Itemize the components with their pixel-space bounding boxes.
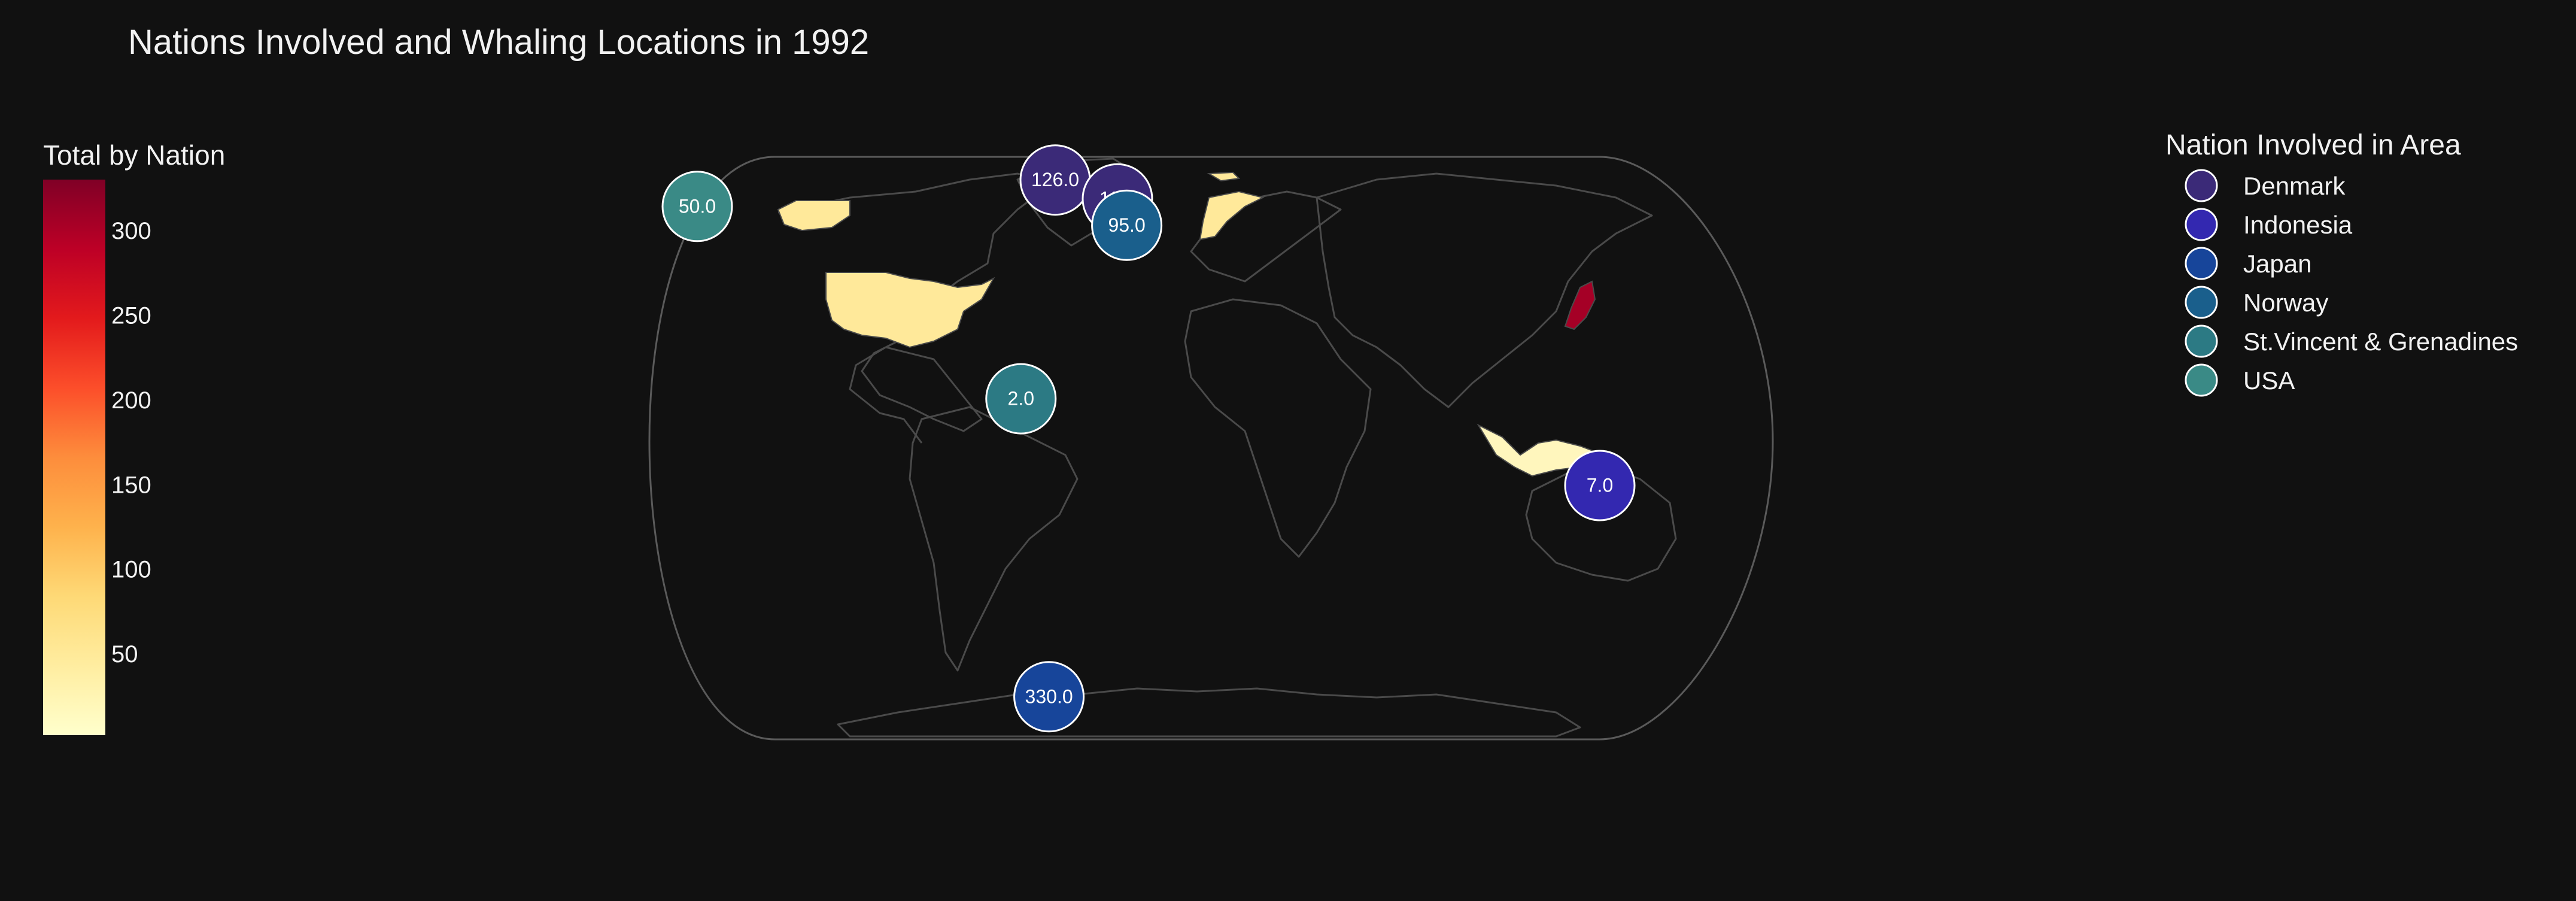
- legend-marker[interactable]: [2185, 169, 2218, 202]
- colorbar-gradient: [43, 180, 105, 735]
- legend-marker[interactable]: [2185, 324, 2218, 358]
- bubble-marker[interactable]: [1091, 189, 1163, 261]
- colorbar-tick-label: 300: [111, 218, 151, 244]
- legend-items: Denmark Indonesia Japan Norway St.Vincent & …: [2185, 169, 2518, 397]
- legend-marker[interactable]: [2185, 286, 2218, 319]
- country-norway[interactable]: [1199, 190, 1265, 241]
- country-norway-svalbard[interactable]: [1207, 171, 1241, 182]
- colorbar-tick-label: 100: [111, 557, 151, 583]
- coast-antarctica: [837, 687, 1581, 738]
- legend-marker[interactable]: [2185, 363, 2218, 397]
- colorbar-title: Total by Nation: [43, 139, 225, 171]
- colorbar-tick-label: 250: [111, 302, 151, 329]
- legend-label[interactable]: Norway: [2243, 289, 2328, 317]
- colorbar-tick-label: 200: [111, 387, 151, 414]
- globe-frame: [648, 156, 1774, 741]
- legend-title: Nation Involved in Area: [2165, 129, 2461, 161]
- coast-south-america: [909, 406, 1079, 672]
- choropleth-countries: [777, 171, 1623, 477]
- colorbar: Total by Nation 50 100 150 200 250 300: [43, 139, 225, 735]
- colorbar-tick-label: 150: [111, 472, 151, 498]
- bubble-marker[interactable]: [985, 363, 1057, 435]
- bubble-value-label: 2.0: [1008, 388, 1034, 409]
- legend-label[interactable]: St.Vincent & Grenadines: [2243, 327, 2518, 356]
- bubble-value-label: 50.0: [679, 195, 716, 217]
- bubble-value-label: 330.0: [1025, 685, 1073, 707]
- colorbar-ticks: 50 100 150 200 250 300: [111, 218, 151, 668]
- bubble-value-label: 7.0: [1587, 474, 1613, 496]
- bubble-marker[interactable]: [1013, 661, 1085, 733]
- bubble-marker[interactable]: [1564, 450, 1636, 521]
- bubble-marker[interactable]: [661, 171, 733, 242]
- legend-label[interactable]: Denmark: [2243, 172, 2346, 200]
- colorbar-tick-label: 50: [111, 641, 138, 668]
- legend-label[interactable]: USA: [2243, 366, 2295, 395]
- legend: Nation Involved in Area Denmark Indonesia…: [2165, 129, 2518, 397]
- legend-marker[interactable]: [2185, 208, 2218, 241]
- coast-asia: [1316, 172, 1653, 408]
- country-usa-alaska[interactable]: [777, 200, 850, 232]
- bubble-value-label: 126.0: [1031, 169, 1079, 190]
- legend-label[interactable]: Indonesia: [2243, 211, 2353, 239]
- country-japan[interactable]: [1564, 280, 1596, 330]
- map-title: Nations Involved and Whaling Locations i…: [128, 23, 869, 62]
- legend-label[interactable]: Japan: [2243, 250, 2311, 278]
- bubble-value-label: 95.0: [1108, 214, 1145, 236]
- coast-africa: [1184, 298, 1372, 558]
- country-usa[interactable]: [825, 272, 995, 348]
- legend-marker[interactable]: [2185, 247, 2218, 280]
